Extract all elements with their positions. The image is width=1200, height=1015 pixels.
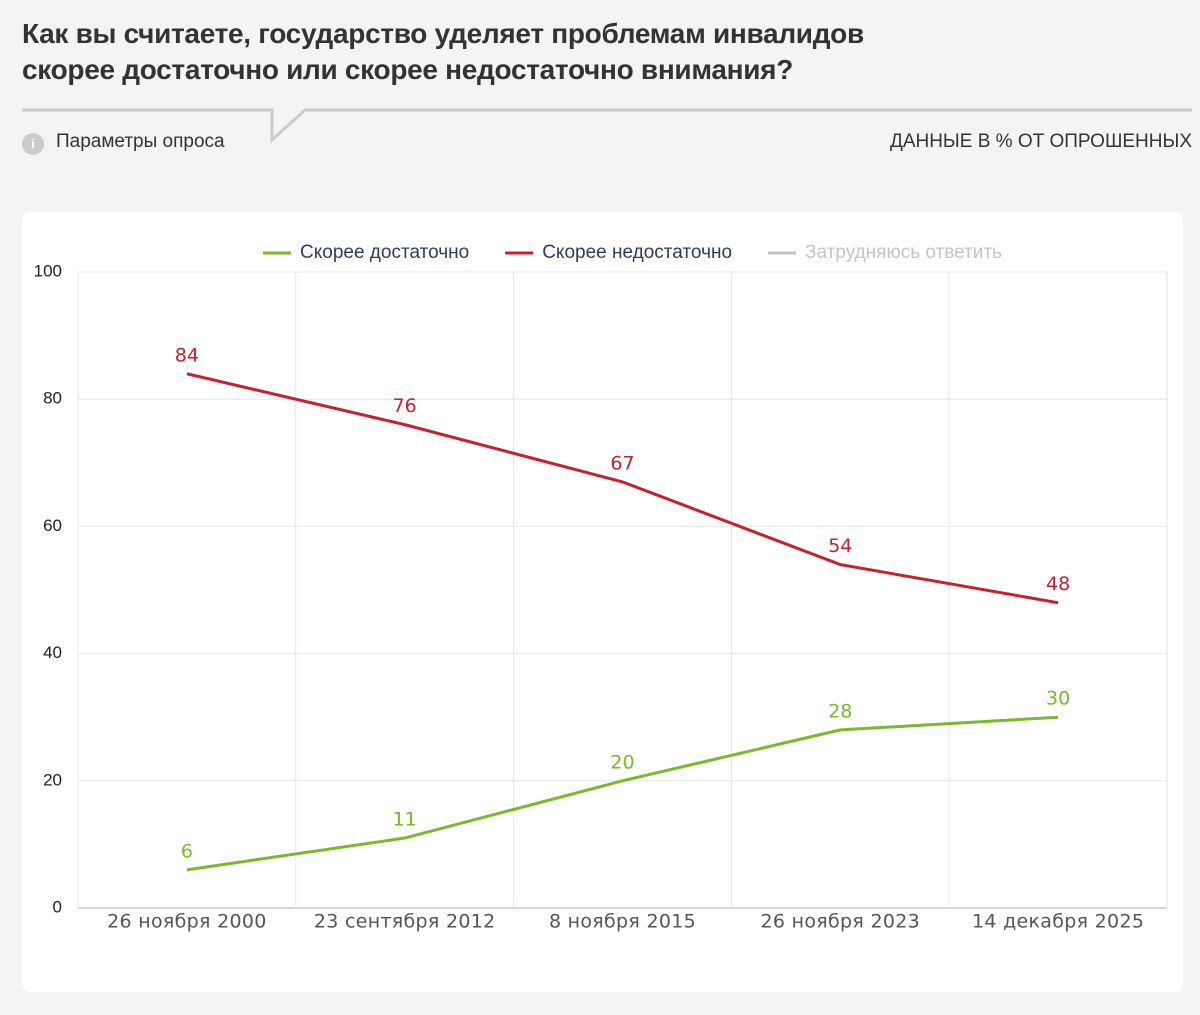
y-tick-label: 0 (53, 897, 62, 916)
units-note: ДАННЫЕ В % ОТ ОПРОШЕННЫХ (889, 131, 1192, 152)
chart-title: Как вы считаете, государство уделяет про… (22, 18, 864, 85)
header-rule (22, 108, 1192, 144)
legend-label[interactable]: Скорее достаточно (300, 242, 469, 263)
y-tick-label: 40 (43, 643, 62, 662)
x-tick-label: 14 декабря 2025 (972, 911, 1144, 933)
data-label: 54 (828, 535, 852, 557)
y-tick-label: 100 (34, 261, 62, 280)
data-label: 48 (1046, 573, 1070, 595)
info-icon[interactable]: i (22, 133, 44, 155)
series-line (186, 715, 1059, 872)
data-label: 76 (393, 395, 417, 417)
y-tick-label: 80 (43, 389, 62, 408)
data-label: 6 (181, 840, 193, 862)
y-tick-label: 20 (43, 770, 62, 789)
x-tick-label: 8 ноября 2015 (549, 911, 696, 933)
x-tick-label: 26 ноября 2023 (761, 911, 921, 933)
data-label: 28 (828, 700, 852, 722)
survey-params[interactable]: Параметры опроса (56, 131, 225, 152)
legend-label[interactable]: Затрудняюсь ответить (805, 242, 1002, 263)
data-label: 11 (393, 809, 417, 831)
data-label: 20 (610, 751, 634, 773)
data-label: 30 (1046, 688, 1070, 710)
x-tick-label: 23 сентября 2012 (314, 911, 496, 933)
y-tick-label: 60 (43, 516, 62, 535)
x-tick-label: 26 ноября 2000 (107, 911, 267, 933)
card (22, 212, 1183, 992)
data-label: 67 (610, 452, 634, 474)
data-label: 84 (175, 344, 199, 366)
series-line (186, 372, 1059, 605)
legend-label[interactable]: Скорее недостаточно (542, 242, 732, 263)
